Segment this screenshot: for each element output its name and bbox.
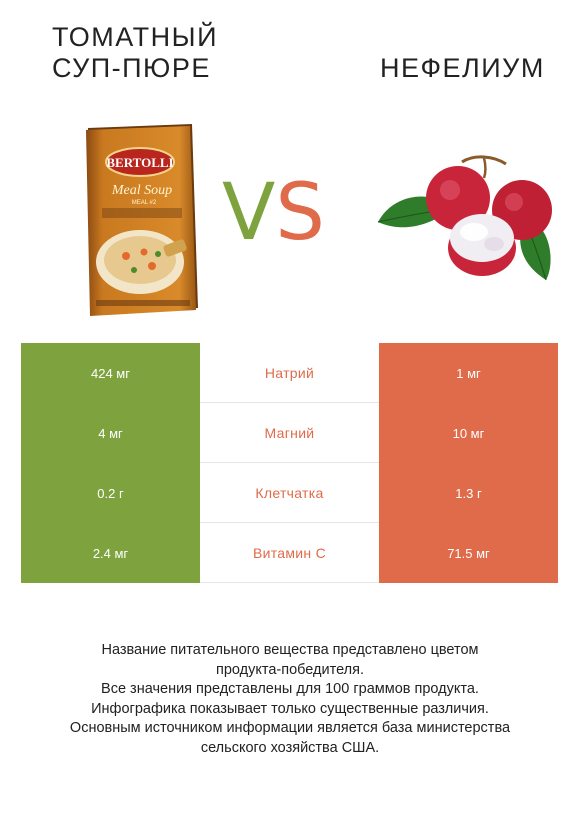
right-value-cell: 10 мг: [379, 403, 558, 463]
left-value-cell: 2.4 мг: [21, 523, 200, 583]
nutrient-name-cell: Витамин C: [200, 523, 379, 583]
footer-note: Название питательного вещества представл…: [20, 641, 560, 758]
right-value-cell: 1 мг: [379, 343, 558, 403]
vs-letter-v: V: [222, 168, 276, 258]
left-product-title: ТОМАТНЫЙ СУП-ПЮРЕ: [52, 22, 252, 84]
nutrient-name-cell: Магний: [200, 403, 379, 463]
table-row: 2.4 мг Витамин C 71.5 мг: [21, 523, 558, 583]
left-value-cell: 4 мг: [21, 403, 200, 463]
lychee-image: [377, 155, 552, 281]
nutrient-name-cell: Натрий: [200, 343, 379, 403]
package-line2: MEAL #2: [132, 200, 157, 206]
left-value-cell: 0.2 г: [21, 463, 200, 523]
right-product-title: НЕФЕЛИУМ: [380, 53, 545, 83]
versus-label: VS: [222, 168, 325, 258]
row-divider: [200, 582, 379, 583]
left-title-line2: СУП-ПЮРЕ: [52, 53, 211, 83]
package-line1: Meal Soup: [111, 183, 172, 198]
table-row: 4 мг Магний 10 мг: [21, 403, 558, 463]
footer-line: сельского хозяйства США.: [200, 739, 380, 756]
package-brand: BERTOLLI: [106, 155, 173, 170]
footer-line: продукта-победителя.: [215, 661, 365, 678]
row-divider: [200, 402, 379, 403]
nutrient-name-cell: Клетчатка: [200, 463, 379, 523]
table-row: 424 мг Натрий 1 мг: [21, 343, 558, 403]
right-value-cell: 1.3 г: [379, 463, 558, 523]
comparison-table: 424 мг Натрий 1 мг 4 мг Магний 10 мг 0.2…: [21, 343, 558, 583]
tomato-soup-package-image: BERTOLLI Meal Soup MEAL #2: [86, 124, 198, 316]
footer-line: Основным источником информации является …: [69, 720, 511, 736]
row-divider: [200, 522, 379, 523]
left-value-cell: 424 мг: [21, 343, 200, 403]
left-title-line1: ТОМАТНЫЙ: [52, 22, 218, 52]
row-divider: [200, 462, 379, 463]
footer-line: Название питательного вещества представл…: [101, 642, 479, 658]
vs-letter-s: S: [275, 168, 325, 258]
right-value-cell: 71.5 мг: [379, 523, 558, 583]
footer-line: Инфографика показывает только существенн…: [91, 700, 489, 717]
footer-line: Все значения представлены для 100 граммо…: [101, 681, 479, 697]
table-row: 0.2 г Клетчатка 1.3 г: [21, 463, 558, 523]
